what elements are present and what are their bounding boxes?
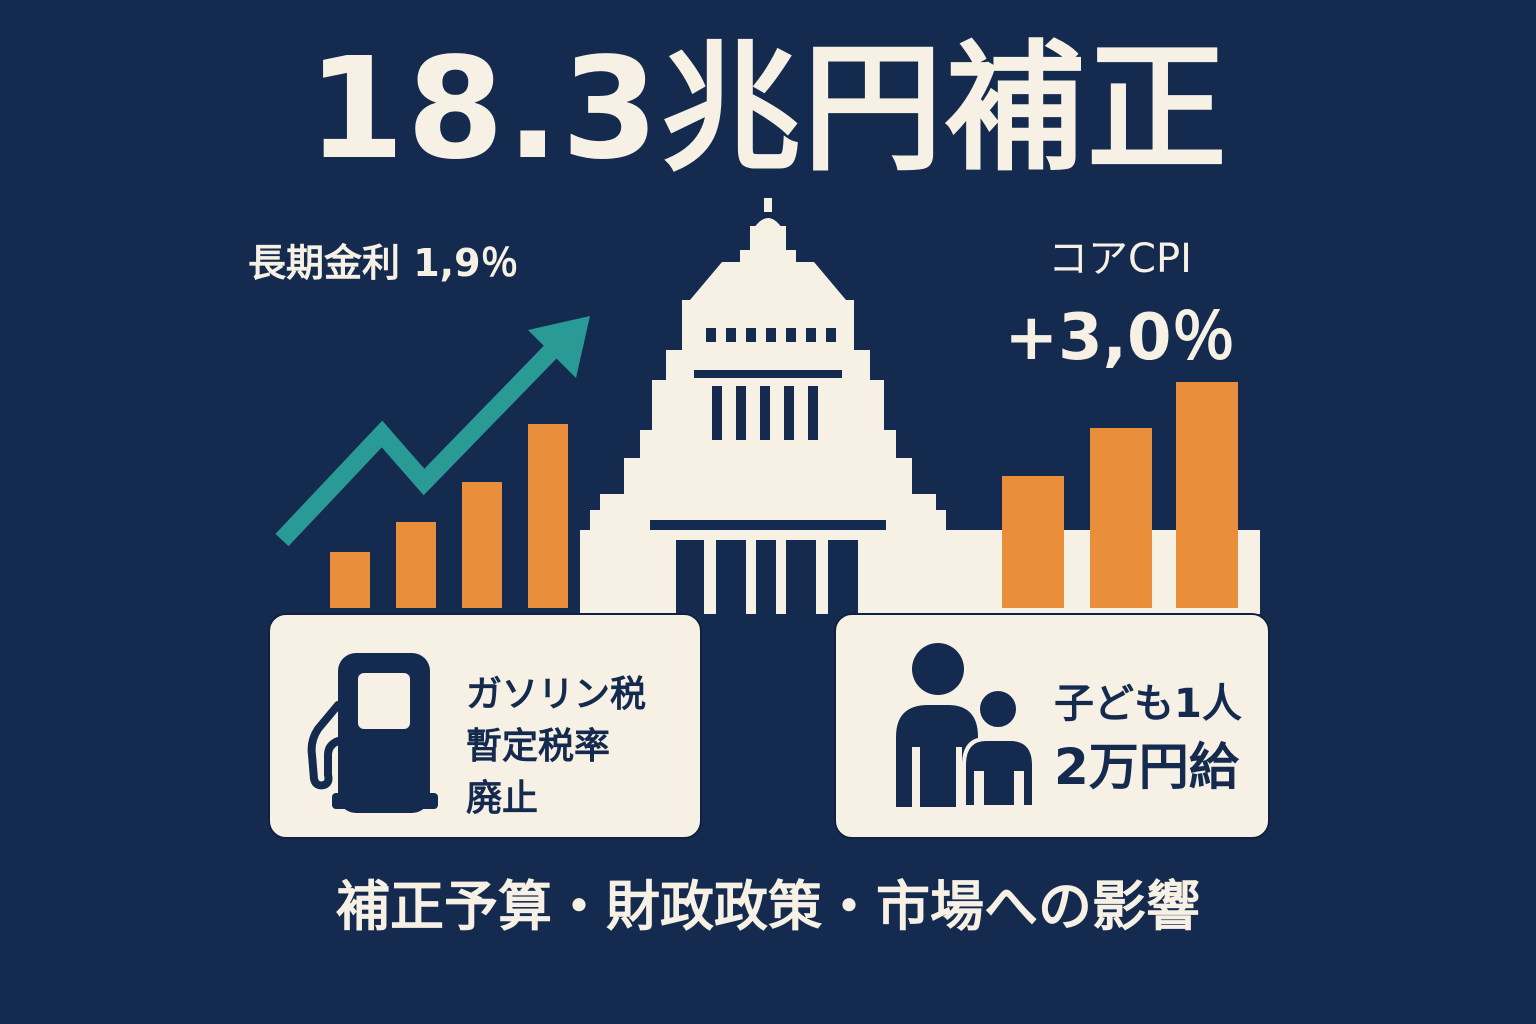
left-bar-3 — [462, 482, 502, 608]
gasoline-tax-card: ガソリン税 暫定税率 廃止 — [268, 613, 702, 839]
right-bar-group — [1002, 382, 1238, 608]
parent-child-icon — [896, 643, 1036, 809]
headline-title: 18.3兆円補正 — [307, 28, 1229, 191]
core-cpi-label: コアCPI — [1048, 236, 1192, 282]
right-bar-3 — [1176, 382, 1238, 608]
child-allowance-line-2: 2万円給 — [1054, 738, 1239, 796]
left-bar-2 — [396, 522, 436, 608]
child-allowance-line-1: 子ども1人 — [1054, 681, 1242, 727]
core-cpi-value: +3,0％ — [1004, 301, 1236, 375]
child-allowance-card: 子ども1人 2万円給 — [834, 613, 1270, 839]
gasoline-tax-line-1: ガソリン税 — [466, 674, 647, 715]
trend-up-arrow-icon — [275, 316, 590, 547]
fuel-pump-icon — [307, 653, 438, 813]
long-term-rate-label: 長期金利 1,9％ — [248, 241, 519, 285]
gasoline-tax-line-3: 廃止 — [466, 778, 539, 819]
left-bar-4 — [528, 424, 568, 608]
footer-caption: 補正予算・財政政策・市場への影響 — [336, 875, 1200, 938]
right-bar-2 — [1090, 428, 1152, 608]
left-bar-group — [330, 424, 568, 608]
gasoline-tax-line-2: 暫定税率 — [466, 726, 611, 767]
right-bar-1 — [1002, 476, 1064, 608]
left-bar-1 — [330, 552, 370, 608]
